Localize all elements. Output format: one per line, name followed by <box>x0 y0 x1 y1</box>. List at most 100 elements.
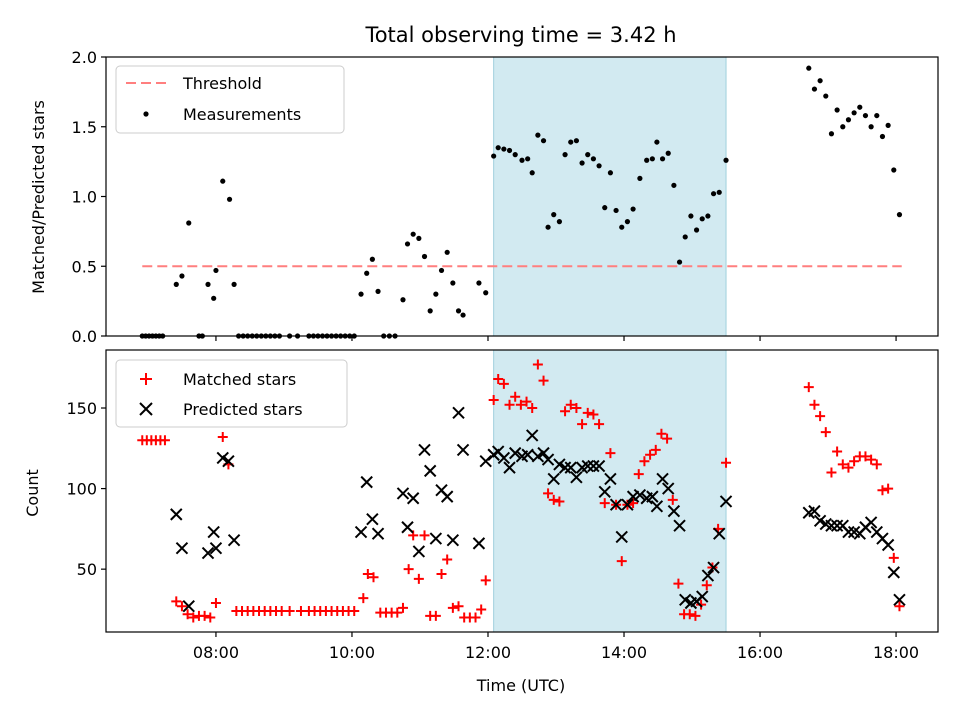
measurement-point <box>649 156 655 162</box>
matched-star-point <box>849 456 860 467</box>
x-tick-label: 14:00 <box>601 643 647 662</box>
measurement-point <box>665 150 671 156</box>
predicted-star-point <box>587 459 600 473</box>
matched-star-point <box>616 556 627 567</box>
matched-star-point <box>684 609 695 620</box>
matched-star-point <box>188 612 199 623</box>
predicted-star-point <box>830 519 844 532</box>
matched-star-point <box>565 399 576 410</box>
matched-star-point <box>349 606 360 617</box>
predicted-star-point <box>701 569 715 582</box>
predicted-star-point <box>662 482 675 495</box>
measurement-point <box>637 175 643 181</box>
observing-window-span <box>493 349 727 633</box>
measurement-point <box>483 290 489 296</box>
bottom-legend-box <box>115 359 348 428</box>
predicted-star-point <box>864 516 878 529</box>
x-tick-label: 16:00 <box>737 643 783 662</box>
matched-star-point <box>837 459 848 470</box>
observing-window-span <box>493 56 727 337</box>
matched-star-point <box>721 457 732 468</box>
measurement-point <box>404 241 411 247</box>
predicted-star-point <box>707 561 720 574</box>
matched-star-point <box>413 573 424 584</box>
legend-threshold-label: Threshold <box>182 74 262 93</box>
measurement-point <box>834 107 840 113</box>
predicted-star-point <box>207 525 220 539</box>
predicted-star-point <box>679 593 692 606</box>
matched-star-point <box>397 602 408 613</box>
measurement-point <box>427 308 433 314</box>
measurement-point <box>596 163 602 169</box>
matched-star-point <box>362 568 373 579</box>
predicted-star-point <box>650 500 664 513</box>
measurement-point <box>868 124 874 130</box>
predicted-star-point <box>479 454 492 468</box>
matched-star-point <box>470 612 481 623</box>
predicted-star-point <box>893 593 906 606</box>
measurement-point <box>573 138 580 144</box>
predicted-star-point <box>547 472 560 486</box>
measurement-point <box>450 280 456 286</box>
matched-star-point <box>701 580 712 591</box>
predicted-star-point <box>842 525 855 539</box>
matched-star-point <box>662 433 673 444</box>
matched-star-point <box>284 606 295 617</box>
matched-star-point <box>888 552 899 563</box>
predicted-star-point <box>371 527 385 540</box>
measurement-point <box>375 288 381 294</box>
y-tick-label: 100 <box>66 480 97 499</box>
predicted-star-point <box>472 537 486 550</box>
measurement-point <box>693 227 700 233</box>
measurement-point <box>590 156 597 162</box>
x-tick-label: 12:00 <box>465 643 511 662</box>
predicted-star-point <box>808 504 821 518</box>
predicted-star-point <box>440 490 454 503</box>
matched-star-point <box>650 444 661 455</box>
measurement-point <box>186 220 192 226</box>
chart-title: Total observing time = 3.42 h <box>364 23 676 47</box>
measurement-point <box>840 124 846 130</box>
measurement-point <box>857 104 863 110</box>
matched-star-point <box>809 399 820 410</box>
matched-star-point <box>159 435 170 446</box>
measurement-point <box>540 138 547 144</box>
measurement-point <box>874 112 880 119</box>
measurement-point <box>400 297 406 303</box>
matched-star-point <box>633 469 644 480</box>
matched-star-point <box>210 597 221 608</box>
measurement-point <box>556 219 563 225</box>
matched-star-point <box>594 419 605 430</box>
measurement-point <box>562 152 568 158</box>
x-tick-label: 10:00 <box>329 643 375 662</box>
matched-star-point <box>392 607 403 618</box>
ratio-panel: 0.00.51.01.52.0 Matched/Predicted stars … <box>29 48 939 346</box>
matched-star-point <box>430 610 441 621</box>
predicted-star-point <box>553 458 566 471</box>
matched-star-point <box>820 427 831 438</box>
measurement-point <box>607 170 614 176</box>
x-tick-label: 08:00 <box>193 643 239 662</box>
matched-star-point <box>447 602 458 613</box>
measurement-point <box>226 196 233 202</box>
matched-star-point <box>571 403 582 414</box>
predicted-star-point <box>656 472 669 486</box>
matched-star-point <box>419 530 430 541</box>
predicted-star-point <box>667 504 681 518</box>
measurement-point <box>231 281 237 287</box>
measurement-point <box>501 146 507 152</box>
y-tick-label: 50 <box>77 560 97 579</box>
legend-measurements-swatch <box>143 111 149 117</box>
predicted-star-point <box>227 533 241 547</box>
measurement-point <box>529 170 535 176</box>
predicted-star-point <box>182 600 195 613</box>
predicted-star-point <box>418 443 431 457</box>
matched-star-point <box>866 454 877 465</box>
measurement-point <box>624 219 631 225</box>
predicted-star-point <box>508 446 522 460</box>
measurement-point <box>455 308 462 314</box>
measurement-point <box>179 273 185 279</box>
matched-star-point <box>543 488 554 499</box>
measurement-point <box>896 212 903 218</box>
